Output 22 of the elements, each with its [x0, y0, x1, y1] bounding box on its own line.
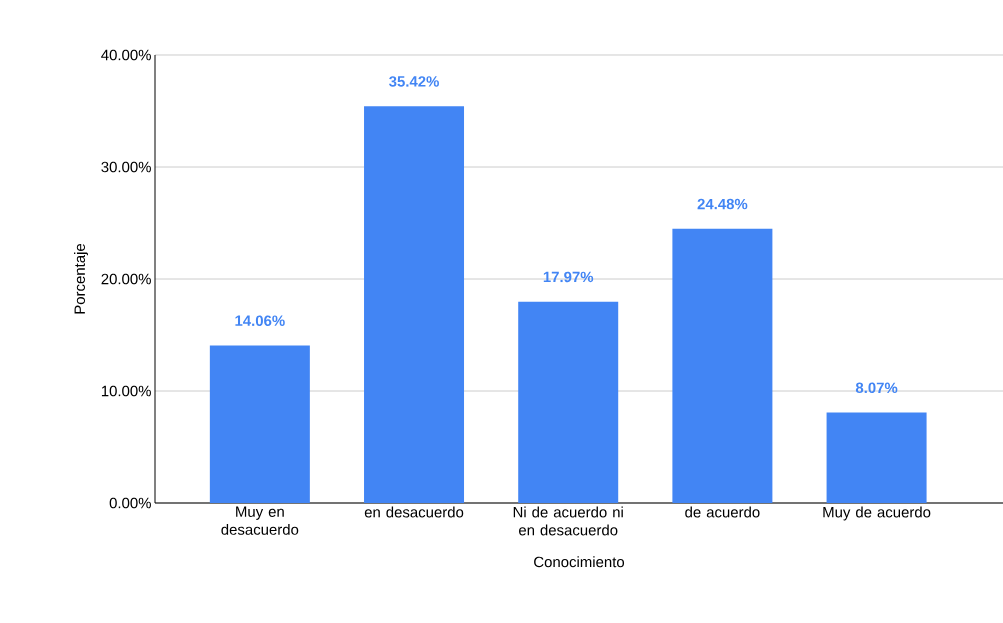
y-tick-label: 0.00%	[109, 497, 151, 509]
bar	[364, 106, 465, 503]
x-tick-label: Muy en desacuerdo	[221, 506, 299, 535]
x-axis-title: Conocimiento	[534, 556, 625, 568]
bar	[209, 345, 310, 503]
x-tick-label: Muy de acuerdo	[823, 506, 931, 521]
y-tick-label: 40.00%	[101, 49, 151, 61]
data-label: 17.97%	[543, 271, 594, 283]
data-label: 24.48%	[697, 198, 748, 210]
x-tick-label: en desacuerdo	[364, 506, 464, 518]
x-tick-label: Ni de acuerdo ni en desacuerdo	[513, 506, 623, 536]
bar	[672, 228, 773, 503]
y-tick-label: 10.00%	[101, 385, 151, 397]
y-tick-label: 20.00%	[101, 273, 151, 285]
y-tick-label: 30.00%	[101, 161, 151, 173]
data-label: 14.06%	[235, 315, 285, 326]
data-label: 8.07%	[855, 382, 898, 394]
bar	[518, 301, 619, 503]
y-axis-title: Porcentaje	[74, 243, 88, 314]
x-tick-label: de acuerdo	[685, 506, 760, 518]
bar	[826, 412, 927, 503]
data-label: 35.42%	[389, 76, 439, 87]
